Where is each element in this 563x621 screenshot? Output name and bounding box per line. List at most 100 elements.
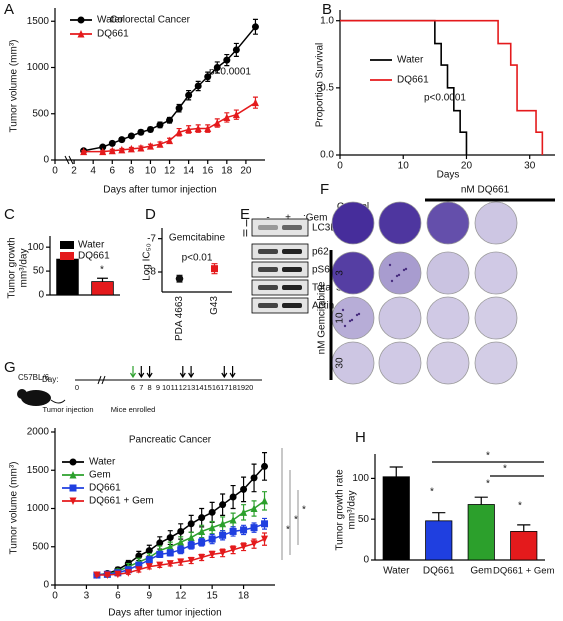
data-point [261,535,269,544]
plate-row-label: 3 [335,270,346,276]
data-point [177,527,185,535]
plate [378,251,422,295]
x-tick-label: 16 [202,166,214,177]
day-tick: 8 [148,383,152,392]
plate [474,201,518,245]
x-tick-label: Gem [470,566,492,577]
y-tick-label: -7 [147,233,156,244]
data-point [156,539,164,547]
y-tick-label: 0.5 [320,82,334,93]
data-point [137,128,145,136]
error-bar [474,496,488,505]
blot-band [258,225,278,230]
day-tick: 15 [204,383,212,392]
x-tick-label: G43 [209,296,220,315]
chart-title: Gemcitabine [169,233,226,244]
x-tick-label: DQ661 + Gem [493,566,555,577]
data-point [166,116,174,124]
plates-side: nM Gemcitabine [317,281,328,354]
plate [378,296,422,340]
annotation: * [430,487,434,498]
data-point [185,91,193,99]
blot-band [258,303,278,308]
y-axis-label: Proportion Survival [315,43,326,127]
data-point [250,540,258,548]
panel-label: A [4,1,14,18]
data-point [187,557,195,565]
data-point [250,474,258,482]
annotation: p<0.0001 [209,67,251,78]
data-point [166,549,174,557]
plate [378,201,422,245]
blot-column-label: + [285,213,291,224]
y-tick-label: 1.0 [320,15,334,26]
mouse [21,390,51,406]
data-point [145,563,153,571]
y-axis-label: Log IC₅₀ [142,243,153,281]
blot-band [282,285,302,290]
data-point [93,571,101,580]
x-tick-label: 18 [238,591,250,602]
data-point [77,30,85,38]
y-tick-label: 0 [43,155,49,166]
x-tick-label: DQ661 [423,566,455,577]
data-point [251,23,259,31]
annotation: * [503,464,507,475]
data-point [198,553,206,562]
panel-label: C [4,206,15,223]
x-tick-label: PDA 4663 [174,296,185,341]
blot-form-label: II [242,229,248,240]
blot-band [282,303,302,308]
y-tick-label: 0 [43,580,49,591]
plate [474,341,518,385]
data-point [208,535,216,543]
day-tick: 9 [156,383,160,392]
data-point [194,82,202,90]
data-point [198,514,206,522]
x-tick-label: 0 [337,161,343,172]
data-point [118,136,126,144]
day-label: Day: [42,375,58,384]
plates-header: nM DQ661 [461,185,510,196]
panel-label: D [145,206,156,223]
mouse-head [17,389,27,399]
data-point [204,124,212,133]
legend-label: DQ661 [78,251,110,262]
blot-row-label: LC3B [312,223,337,234]
x-tick-label: 12 [164,166,176,177]
data-point [99,143,107,151]
blot-panel [251,261,309,278]
legend-label: Water [397,55,424,66]
colony [348,319,352,323]
data-point [156,121,164,129]
x-tick-label: 8 [129,166,135,177]
blot-row-label: p62 [312,247,329,258]
legend-label: DQ661 + Gem [89,496,154,507]
x-tick-label: 4 [90,166,96,177]
data-point [229,527,237,535]
mouse-tail [50,399,66,404]
chart-title: Colorectal Cancer [110,15,191,26]
error-bar [389,466,403,477]
data-point [146,125,154,133]
data-point [135,566,143,574]
annotation: p<0.01 [182,253,213,264]
data-point [229,515,237,524]
y-tick-label: 1500 [27,16,50,27]
annotation: * [286,525,290,536]
data-point [77,16,85,24]
data-point [198,527,206,535]
colony [355,313,359,317]
data-point [261,496,269,505]
plate [426,341,470,385]
annotation: p<0.0001 [424,93,466,104]
data-point [137,143,145,152]
data-point [211,265,218,273]
legend-label: DQ661 [89,483,121,494]
bar [91,281,114,296]
day-tick: 19 [237,383,245,392]
y-tick-label: 100 [352,473,369,484]
data-point [99,147,107,156]
data-point [219,501,227,509]
